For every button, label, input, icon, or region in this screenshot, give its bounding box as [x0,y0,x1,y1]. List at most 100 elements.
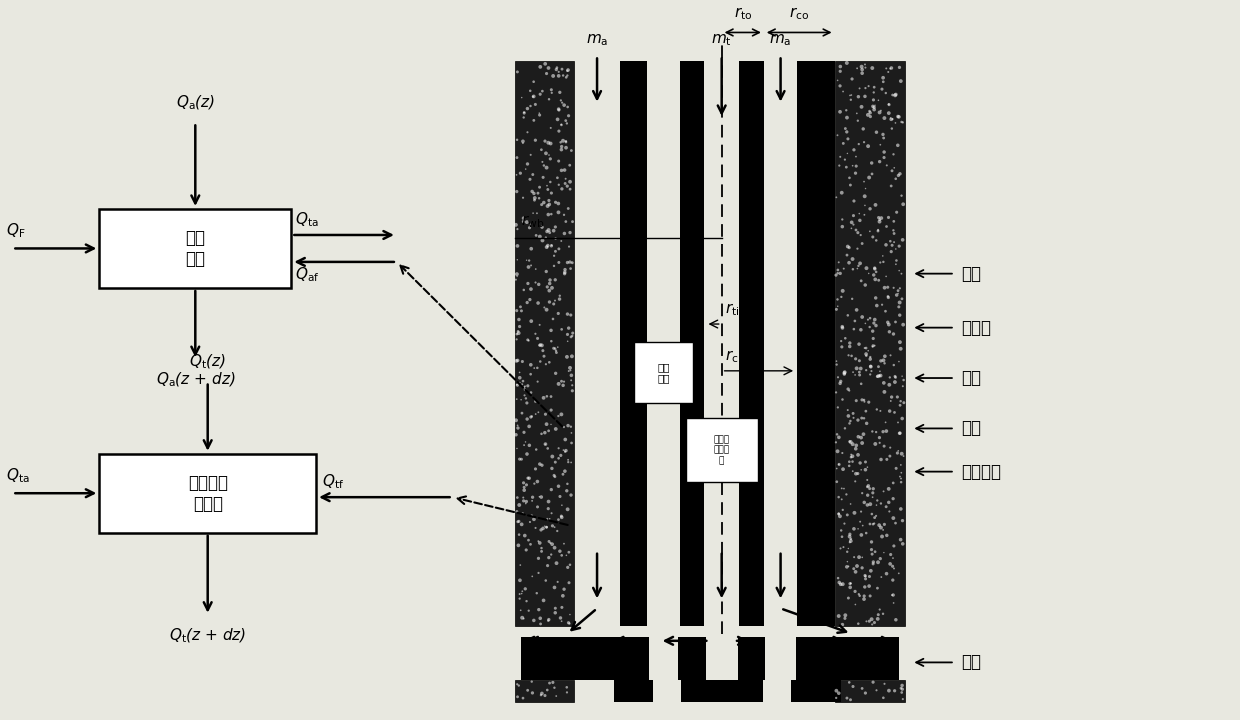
Point [863,487,883,499]
Point [887,289,906,301]
Point [558,336,578,347]
Text: $r_{\rm wb}$: $r_{\rm wb}$ [521,214,544,230]
Point [846,369,866,381]
Point [560,184,580,195]
Point [552,549,572,561]
Point [849,552,869,563]
Point [827,294,847,305]
Point [869,212,889,223]
Point [828,264,848,276]
Point [521,85,541,96]
Point [537,241,557,253]
Bar [99,454,316,533]
Point [541,153,560,165]
Point [875,87,895,99]
Point [828,611,848,622]
Point [516,583,536,595]
Point [552,63,572,75]
Point [560,421,580,433]
Point [547,557,567,569]
Point [838,560,858,572]
Point [539,285,559,297]
Point [512,585,532,597]
Point [539,613,559,625]
Point [838,310,858,321]
Point [877,426,897,437]
Point [563,385,583,397]
Point [862,426,882,437]
Point [879,99,899,110]
Point [536,438,556,450]
Point [890,428,910,439]
Point [544,582,564,593]
Point [847,440,867,451]
Point [544,298,564,310]
Point [558,308,578,320]
Point [556,135,575,147]
Point [883,589,903,600]
Point [536,408,556,420]
Point [541,176,560,188]
Point [827,463,847,474]
Point [548,514,568,526]
Point [867,127,887,138]
Point [863,483,883,495]
Point [838,349,858,361]
Point [527,207,547,219]
Point [557,687,577,698]
Point [511,559,531,571]
Point [864,262,884,274]
Point [546,343,565,354]
Point [521,359,541,371]
Point [549,125,569,137]
Point [525,188,544,199]
Point [842,89,862,101]
Point [526,463,546,474]
Point [863,518,883,530]
Point [861,498,880,510]
Point [843,210,863,221]
Point [889,240,909,252]
Point [532,156,552,168]
Point [513,192,533,204]
Point [522,186,542,197]
Point [841,415,861,427]
Point [529,491,549,503]
Point [521,219,541,230]
Point [532,340,552,351]
Point [868,557,888,568]
Point [841,582,861,593]
Point [532,491,552,503]
Point [874,546,894,558]
Point [542,463,562,474]
Point [546,603,565,614]
Point [507,678,527,690]
Point [532,428,552,440]
Point [832,619,852,631]
Point [546,294,565,306]
Point [518,534,538,546]
Point [872,212,892,224]
Point [869,107,889,118]
Point [878,282,898,293]
Point [861,351,880,363]
Point [879,483,899,495]
Point [539,194,559,206]
Point [888,140,908,151]
Point [854,581,874,593]
Point [542,84,562,96]
Point [523,91,543,102]
Point [529,537,549,549]
Point [833,138,853,149]
Point [858,314,878,325]
Point [541,325,560,336]
Point [838,543,858,554]
Point [837,509,857,521]
Point [507,223,527,235]
Point [852,378,872,390]
Point [841,451,861,463]
Point [848,449,868,461]
Point [827,428,847,440]
Point [830,510,849,522]
Point [508,680,528,691]
